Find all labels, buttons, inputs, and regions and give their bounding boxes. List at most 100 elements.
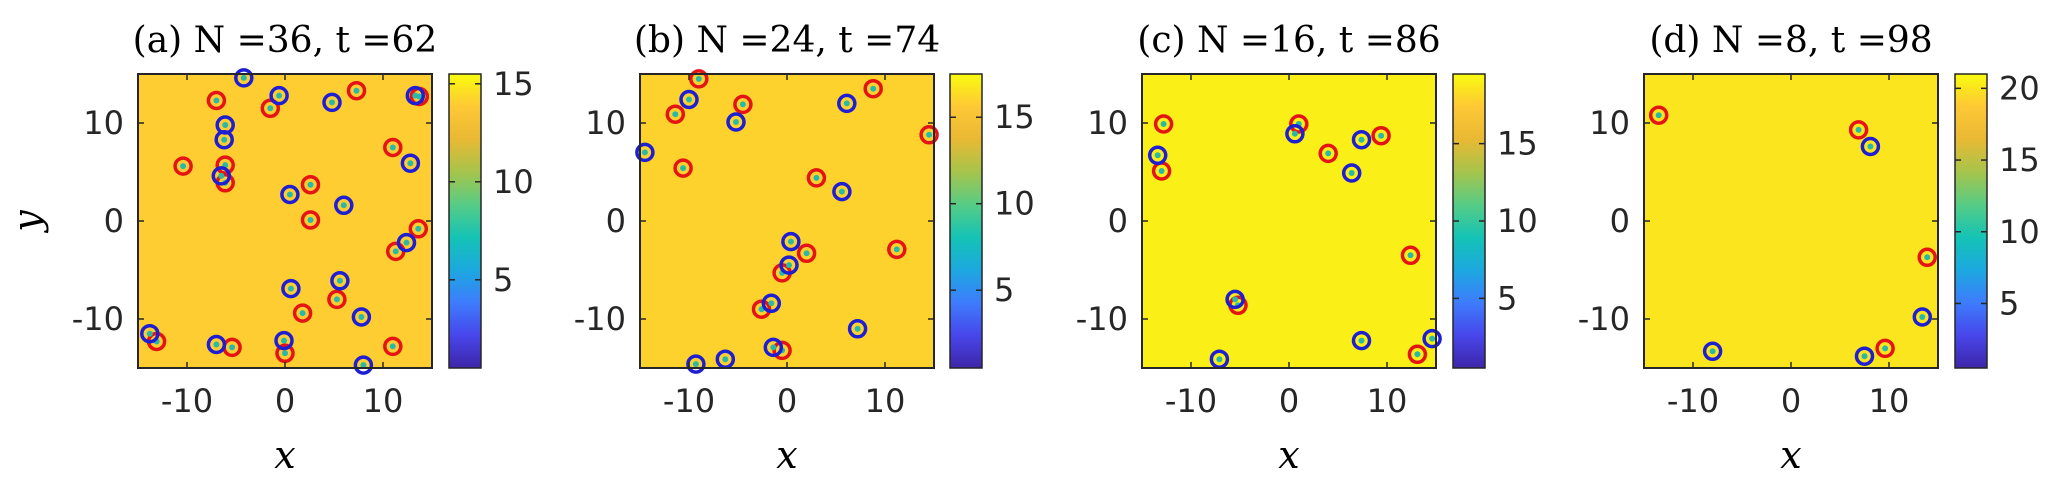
panel-d-red-vortex-marker [1848, 120, 1869, 140]
panel-d-colorbar-tick-label: 10 [1999, 213, 2040, 251]
panel-d-vortex-core [1709, 348, 1716, 355]
panel-d-title: (d) N =8, t =98 [1649, 20, 1932, 61]
panel-d-colorbar-frame [1954, 73, 1988, 369]
panel-b-blue-vortex-marker [763, 337, 784, 358]
panel-a-ytick-label: -10 [72, 300, 124, 338]
panel-b-vortex-core [672, 111, 679, 118]
panel-b-vortex-core [813, 174, 820, 181]
panel-a-blue-vortex-marker [353, 355, 374, 375]
panel-c-vortex-core [1378, 132, 1385, 139]
panel-a-vortex-core [213, 341, 220, 348]
panel-a-vortex-core [146, 330, 153, 337]
panel-c-xtick-label: -10 [1165, 382, 1217, 420]
panel-a-vortex-core [307, 217, 314, 223]
panel-c-vortex-core [1414, 351, 1421, 358]
panel-a-red-vortex-marker [327, 289, 347, 310]
panel-b-ytick-label: 10 [585, 104, 626, 142]
panel-d-vortex-core [1655, 112, 1662, 119]
panel-b-blue-vortex-marker [779, 255, 799, 275]
panel-a-red-vortex-marker [383, 336, 403, 357]
panel-a-colorbar-tick-label: 10 [493, 163, 534, 201]
panel-a-red-vortex-marker [300, 174, 321, 195]
panel-a-blue-vortex-marker [351, 307, 372, 327]
panel-a-blue-vortex-marker [405, 85, 426, 106]
panel-c-ytick-label: 10 [1087, 104, 1128, 142]
panel-b-vortex-core [686, 96, 692, 103]
panel-b-title: (b) N =24, t =74 [634, 20, 940, 61]
panel-d-field [1644, 74, 1938, 368]
panel-c-field [1142, 74, 1436, 368]
panel-b-ytick-label: -10 [574, 300, 626, 338]
panel-c-title: (c) N =16, t =86 [1137, 20, 1440, 61]
panel-a-vortex-core [360, 362, 367, 369]
panel-b-xtick-label: 0 [777, 382, 797, 420]
panel-a-blue-vortex-marker [396, 232, 417, 253]
panel-b-vortex-core [854, 325, 861, 332]
panel-a-vortex-core [389, 144, 396, 151]
panel-c-xlabel: x [1278, 433, 1299, 477]
panel-a-blue-vortex-marker [281, 278, 301, 299]
panel-a-title: (a) N =36, t =62 [133, 20, 438, 61]
panel-a-vortex-core [281, 337, 287, 344]
panel-c-vortex-core [1429, 335, 1436, 342]
panel-d-red-vortex-marker [1875, 338, 1895, 359]
panel-b-vortex-core [770, 344, 777, 351]
panel-b-red-vortex-marker [863, 78, 883, 99]
panel-b-vortex-core [722, 356, 729, 363]
panel-b-vortex-core [926, 131, 933, 138]
panel-b-vortex-core [641, 149, 648, 156]
panel-a-vortex-core [336, 277, 343, 284]
panel-b-blue-vortex-marker [726, 112, 746, 132]
panel-d-blue-vortex-marker [1702, 341, 1723, 362]
panel-a-field [138, 74, 432, 368]
panel-b-blue-vortex-marker [761, 293, 782, 314]
panel-c-red-vortex-marker [1400, 245, 1421, 266]
panel-a-colorbar-tick-label: 15 [493, 65, 534, 103]
panel-b-colorbar-tick-label: 5 [994, 271, 1014, 309]
panel-b-vortex-core [787, 238, 794, 245]
panel-b-vortex-core [695, 75, 702, 82]
panel-a-blue-vortex-marker [334, 195, 354, 216]
panel-a-vortex-core [229, 344, 236, 351]
panel-b-vortex-core [870, 85, 877, 92]
panel-a-vortex-core [333, 296, 340, 303]
panel-c-blue-vortex-marker [1341, 163, 1362, 183]
panel-c-ytick-label: -10 [1076, 300, 1128, 338]
panel-a-vortex-core [299, 310, 306, 317]
panel-d-vortex-core [1924, 254, 1931, 261]
panel-b-colorbar-frame [949, 73, 983, 369]
panel-a-vortex-core [213, 97, 220, 104]
panel-a-xlabel: x [274, 433, 295, 477]
panel-c-blue-vortex-marker [1285, 124, 1305, 144]
panel-a-vortex-core [218, 172, 225, 179]
panel-b-red-vortex-marker [806, 168, 827, 188]
panel-d-vortex-core [1882, 345, 1889, 352]
panel-a-blue-vortex-marker [330, 271, 350, 291]
panel-b-vortex-core [838, 188, 845, 195]
panel-a: (a) N =36, t =62 x y -10 0 10 10 0 -10 15 10 5 [5, 20, 534, 477]
panel-a-vortex-core [392, 248, 399, 255]
panel-d-xtick-label: 10 [1869, 382, 1910, 420]
panel-a-xtick-label: 0 [275, 382, 295, 420]
panel-a-red-vortex-marker [173, 156, 193, 176]
panel-c-vortex-core [1232, 296, 1239, 303]
panel-a-vortex-core [282, 350, 288, 357]
panel-d-colorbar-tick-label: 20 [1999, 69, 2040, 107]
panel-d-blue-vortex-marker [1854, 346, 1875, 366]
panel-a-vortex-core [403, 239, 410, 246]
panel-a-red-vortex-marker [408, 219, 429, 239]
panel-a-blue-vortex-marker [322, 92, 342, 113]
panel-c-red-vortex-marker [1371, 125, 1391, 146]
panel-a-ylabel: y [5, 210, 49, 234]
panel-a-vortex-core [340, 202, 347, 209]
panel-b-red-vortex-marker [919, 125, 939, 145]
panel-a-vortex-core [287, 285, 294, 292]
panel-b-field [640, 74, 934, 368]
panel-d-xtick-label: 0 [1781, 382, 1801, 420]
panel-c-vortex-core [1348, 170, 1355, 176]
panel-b-blue-vortex-marker [635, 142, 655, 163]
panel-b-xlabel: x [776, 433, 797, 477]
panel-a-vortex-core [222, 122, 229, 128]
panel-d-ytick-label: 0 [1610, 202, 1630, 240]
